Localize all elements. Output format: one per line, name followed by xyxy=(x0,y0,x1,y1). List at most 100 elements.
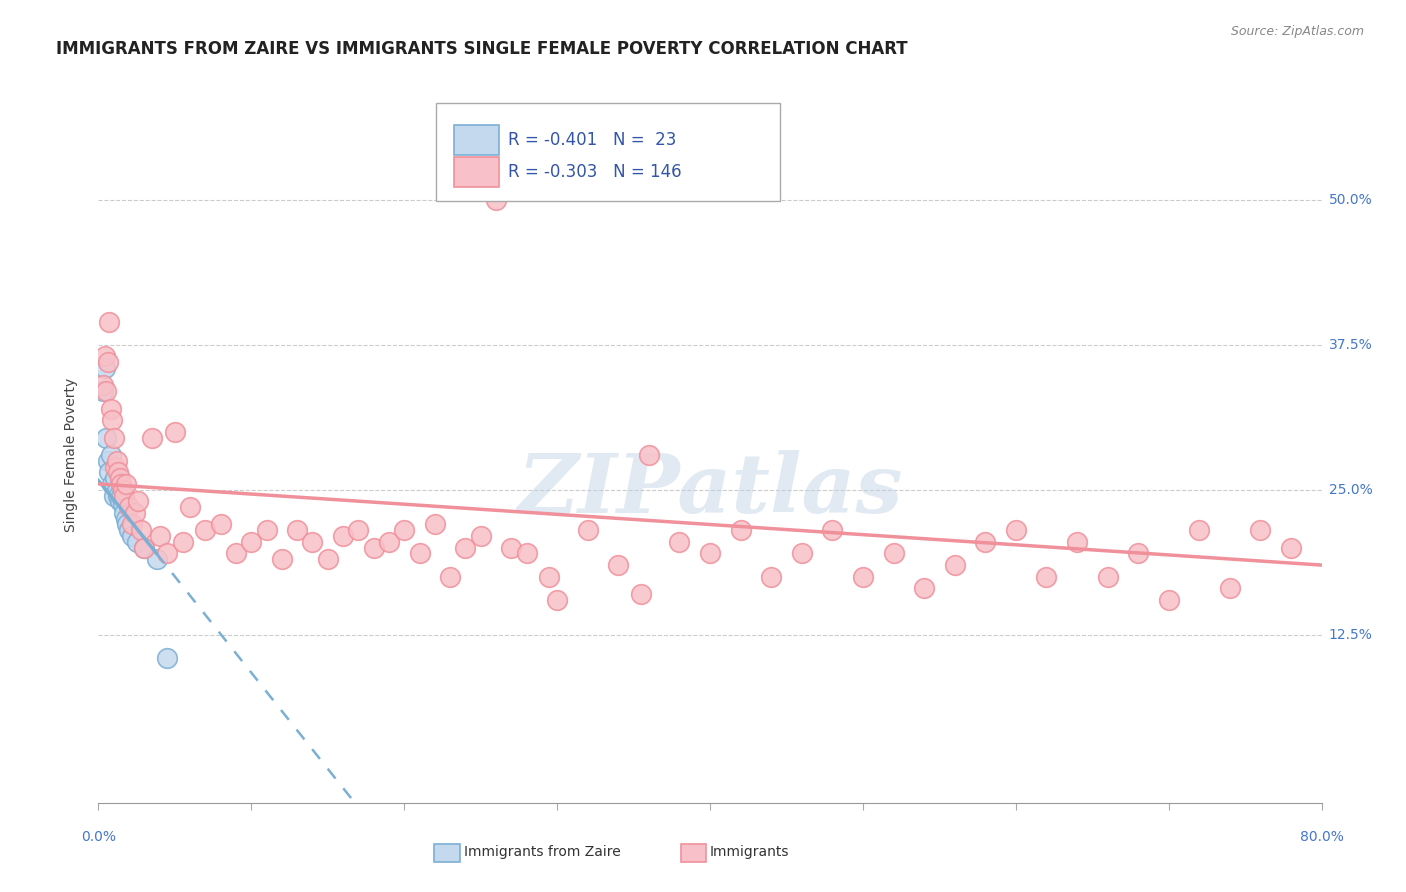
Point xyxy=(630,587,652,601)
Point xyxy=(209,517,232,532)
Point xyxy=(149,529,172,543)
Point xyxy=(94,384,117,398)
Point xyxy=(107,489,129,503)
Point xyxy=(125,534,148,549)
Point xyxy=(100,401,122,416)
Point xyxy=(105,453,128,467)
Point xyxy=(108,471,131,485)
Point xyxy=(93,350,115,364)
Point xyxy=(129,523,152,537)
Point xyxy=(270,552,292,566)
Point xyxy=(141,430,163,444)
Point xyxy=(1004,523,1026,537)
Point xyxy=(516,546,538,561)
Text: R = -0.401   N =  23: R = -0.401 N = 23 xyxy=(508,131,676,149)
Point xyxy=(943,558,966,573)
Point xyxy=(101,476,124,491)
Point xyxy=(256,523,278,537)
Point xyxy=(111,483,134,497)
Text: 0.0%: 0.0% xyxy=(82,830,115,844)
Point xyxy=(392,523,416,537)
Point xyxy=(163,425,186,439)
Point xyxy=(347,523,370,537)
Point xyxy=(1279,541,1302,555)
Point xyxy=(1157,592,1180,607)
Point xyxy=(104,459,127,474)
Point xyxy=(156,651,179,665)
Point xyxy=(115,511,138,525)
Point xyxy=(301,534,323,549)
Point xyxy=(127,494,149,508)
Text: 37.5%: 37.5% xyxy=(1329,338,1372,351)
Point xyxy=(98,314,121,328)
Point xyxy=(378,534,401,549)
Point xyxy=(121,529,143,543)
Point xyxy=(118,500,141,514)
Text: R = -0.303   N = 146: R = -0.303 N = 146 xyxy=(508,163,681,181)
Point xyxy=(637,448,661,462)
Point xyxy=(112,489,135,503)
Point xyxy=(790,546,813,561)
Text: Immigrants: Immigrants xyxy=(710,845,790,859)
Point xyxy=(225,546,247,561)
Point xyxy=(172,534,194,549)
Point xyxy=(285,523,308,537)
Point xyxy=(91,378,114,392)
Point xyxy=(423,517,446,532)
Point xyxy=(439,570,461,584)
Point xyxy=(117,517,139,532)
Point xyxy=(100,448,122,462)
Point xyxy=(104,471,127,485)
Point xyxy=(103,430,125,444)
Point xyxy=(101,413,124,427)
Point xyxy=(98,466,121,480)
Text: IMMIGRANTS FROM ZAIRE VS IMMIGRANTS SINGLE FEMALE POVERTY CORRELATION CHART: IMMIGRANTS FROM ZAIRE VS IMMIGRANTS SING… xyxy=(56,40,908,58)
Text: 12.5%: 12.5% xyxy=(1329,628,1372,641)
Text: 25.0%: 25.0% xyxy=(1329,483,1372,497)
Text: Source: ZipAtlas.com: Source: ZipAtlas.com xyxy=(1230,25,1364,38)
Point xyxy=(121,517,143,532)
Point xyxy=(607,558,630,573)
Point xyxy=(501,541,523,555)
Point xyxy=(105,483,128,497)
Point xyxy=(118,523,141,537)
Point xyxy=(94,430,117,444)
Point xyxy=(124,506,146,520)
Point xyxy=(454,541,477,555)
Point xyxy=(110,476,132,491)
Point xyxy=(111,497,134,511)
Point xyxy=(332,529,354,543)
Y-axis label: Single Female Poverty: Single Female Poverty xyxy=(63,378,77,532)
Point xyxy=(107,466,129,480)
Point xyxy=(883,546,905,561)
Point xyxy=(134,541,156,555)
Point xyxy=(316,552,339,566)
Point xyxy=(699,546,721,561)
Point xyxy=(156,546,179,561)
Point xyxy=(91,384,114,398)
Point xyxy=(115,476,138,491)
Point xyxy=(97,355,120,369)
Point xyxy=(852,570,875,584)
Point xyxy=(1035,570,1057,584)
Point xyxy=(759,570,782,584)
Point xyxy=(1219,582,1241,596)
Point xyxy=(668,534,690,549)
Point xyxy=(97,453,120,467)
Point xyxy=(1188,523,1211,537)
Text: 80.0%: 80.0% xyxy=(1299,830,1344,844)
Point xyxy=(974,534,997,549)
Point xyxy=(93,361,115,376)
Point xyxy=(1249,523,1271,537)
Point xyxy=(485,193,508,207)
Text: ZIPatlas: ZIPatlas xyxy=(517,450,903,530)
Point xyxy=(576,523,599,537)
Point xyxy=(1066,534,1088,549)
Point xyxy=(470,529,492,543)
Point xyxy=(408,546,430,561)
Point xyxy=(538,570,561,584)
Point xyxy=(821,523,844,537)
Point xyxy=(240,534,263,549)
Point xyxy=(546,592,568,607)
Point xyxy=(134,541,156,555)
